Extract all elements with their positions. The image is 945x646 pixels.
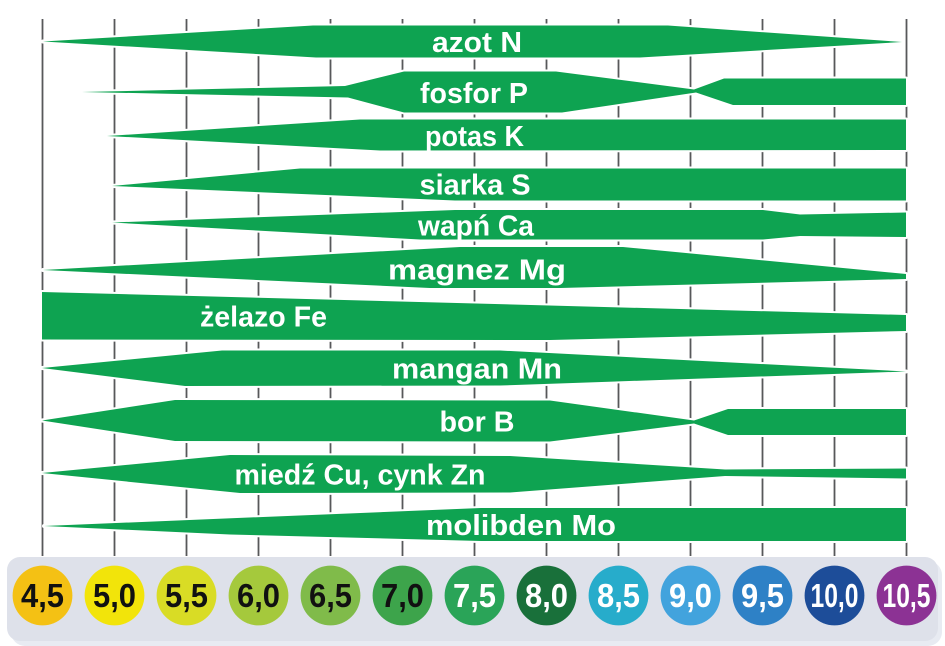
svg-text:fosfor P: fosfor P — [420, 78, 528, 110]
svg-text:9,5: 9,5 — [741, 577, 784, 614]
svg-text:potas K: potas K — [425, 121, 524, 153]
svg-text:6,5: 6,5 — [309, 577, 352, 614]
svg-text:mangan Mn: mangan Mn — [392, 354, 562, 386]
svg-text:10,5: 10,5 — [883, 577, 931, 614]
svg-text:azot N: azot N — [432, 27, 522, 59]
svg-text:miedź Cu, cynk Zn: miedź Cu, cynk Zn — [235, 460, 486, 492]
svg-text:9,0: 9,0 — [669, 577, 712, 614]
svg-text:8,5: 8,5 — [597, 577, 640, 614]
svg-text:6,0: 6,0 — [237, 577, 280, 614]
svg-text:7,0: 7,0 — [381, 577, 424, 614]
svg-text:5,5: 5,5 — [165, 577, 208, 614]
svg-text:4,5: 4,5 — [21, 577, 64, 614]
svg-text:7,5: 7,5 — [453, 577, 496, 614]
svg-text:5,0: 5,0 — [93, 577, 136, 614]
svg-text:molibden Mo: molibden Mo — [426, 510, 616, 542]
svg-text:żelazo Fe: żelazo Fe — [200, 302, 327, 334]
svg-text:wapń Ca: wapń Ca — [417, 211, 535, 243]
svg-text:10,0: 10,0 — [811, 577, 859, 614]
svg-text:8,0: 8,0 — [525, 577, 568, 614]
svg-text:magnez Mg: magnez Mg — [388, 255, 566, 287]
svg-text:bor B: bor B — [440, 407, 515, 439]
svg-text:siarka S: siarka S — [420, 170, 531, 202]
